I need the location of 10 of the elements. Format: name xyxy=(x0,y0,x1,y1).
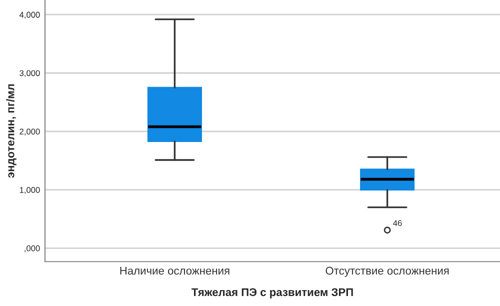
x-tick-label: Отсутствие осложнения xyxy=(326,266,449,277)
y-axis-title: эндотелин, пг/мл xyxy=(6,84,16,178)
y-tick-label: 2,000 xyxy=(20,128,40,136)
y-tick-label: 3,000 xyxy=(20,70,40,78)
y-tick-label: 4,000 xyxy=(19,12,40,19)
x-tick-label: Наличие осложнения xyxy=(120,266,230,275)
x-axis-title: Тяжелая ПЭ с развитием ЗРП xyxy=(192,288,353,298)
y-tick-label: 1,000 xyxy=(20,187,40,194)
y-tick-label: ,000 xyxy=(24,245,40,252)
annotation: 46 xyxy=(393,220,402,226)
